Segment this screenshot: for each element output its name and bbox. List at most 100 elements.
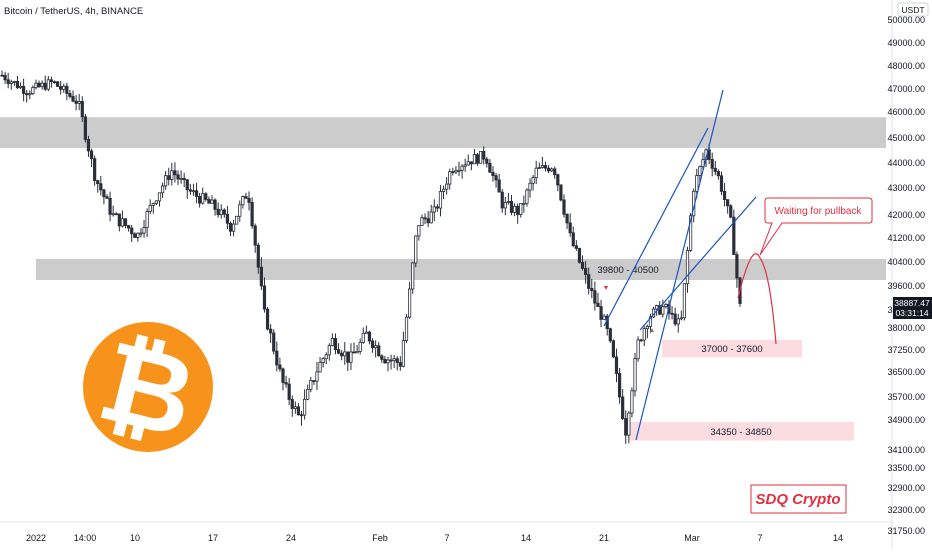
candle-body <box>281 368 285 383</box>
x-tick-label: 17 <box>208 533 218 543</box>
candle-body <box>509 200 514 213</box>
candle-body <box>318 362 322 373</box>
candle-body <box>374 345 378 349</box>
candle-body <box>65 85 69 94</box>
candle-body <box>688 215 693 251</box>
candle-body <box>710 159 714 169</box>
x-axis[interactable]: 2022 14:00 10 17 24 Feb 7 14 21 Mar 7 14 <box>26 533 843 543</box>
candle-body <box>377 345 381 357</box>
candle-body <box>37 82 41 88</box>
price-zone <box>630 421 854 441</box>
candle-body <box>580 261 585 269</box>
candle-body <box>392 358 396 361</box>
currency-badge[interactable] <box>897 2 929 17</box>
candle-body <box>0 74 4 77</box>
candle-body <box>655 305 659 310</box>
price-tag-countdown: 03:31:14 <box>895 308 928 318</box>
price-zone-label: 37000 - 37600 <box>701 344 762 355</box>
candle-body <box>142 227 146 234</box>
candle-body <box>111 213 115 216</box>
price-zone-label: 34350 - 34850 <box>710 427 771 438</box>
candle-body <box>435 206 439 209</box>
y-axis[interactable]: 50000.00 49000.00 48000.00 47000.00 46000.00… <box>887 15 925 536</box>
candle-body <box>77 101 81 104</box>
candle-body <box>537 167 541 169</box>
candle-body <box>648 316 653 327</box>
candle-body <box>117 213 121 227</box>
candle-body <box>272 332 276 352</box>
candle-body <box>479 150 483 164</box>
candle-body <box>713 167 717 172</box>
x-tick-label: 7 <box>757 533 762 543</box>
candle-body <box>636 339 640 360</box>
y-tick-label: 32300.00 <box>887 505 925 515</box>
candle-body <box>86 139 91 152</box>
candle-body <box>176 174 180 180</box>
x-tick-label: 24 <box>286 533 296 543</box>
candle-body <box>695 175 699 192</box>
candle-body <box>571 232 575 247</box>
candle-body <box>445 183 449 190</box>
candle-body <box>457 169 461 172</box>
signal-down-marker <box>604 286 608 290</box>
candle-body <box>136 232 140 238</box>
y-tick-label: 40400.00 <box>887 257 925 267</box>
candle-body <box>361 332 365 343</box>
candle-body <box>256 244 260 268</box>
candle-body <box>40 82 44 88</box>
x-tick-label: Feb <box>372 533 388 543</box>
candle-body <box>506 200 511 203</box>
candle-body <box>364 331 368 334</box>
candle-body <box>466 161 470 166</box>
candle-body <box>194 190 199 197</box>
candle-body <box>55 81 60 87</box>
candle-body <box>726 199 730 207</box>
candle-body <box>682 283 687 319</box>
y-tick-label: 45000.00 <box>887 133 925 143</box>
candle-body <box>516 205 520 215</box>
candle-body <box>429 211 433 224</box>
candle-body <box>213 199 217 210</box>
candle-body <box>550 168 554 172</box>
candle-body <box>219 209 223 216</box>
candle-body <box>568 222 572 234</box>
candle-body <box>315 371 319 382</box>
candle-body <box>154 200 158 204</box>
candle-body <box>719 175 724 192</box>
candle-body <box>290 399 294 409</box>
candle-body <box>99 183 103 191</box>
price-zone <box>0 117 886 148</box>
candle-body <box>645 326 649 330</box>
watermark-text: SDQ Crypto <box>755 491 840 508</box>
candle-body <box>148 205 152 212</box>
y-tick-label: 50000.00 <box>887 15 925 25</box>
candle-body <box>312 380 316 382</box>
candle-body <box>633 358 637 392</box>
candle-body <box>71 96 75 102</box>
candle-body <box>185 179 189 191</box>
candle-body <box>188 189 192 192</box>
y-tick-label: 32900.00 <box>887 483 925 493</box>
candle-body <box>160 185 165 194</box>
candle-body <box>664 304 668 307</box>
candle-body <box>6 79 10 84</box>
price-zone <box>662 339 802 358</box>
candle-body <box>324 354 328 360</box>
candle-body <box>238 204 242 217</box>
candle-body <box>170 170 174 180</box>
candle-body <box>685 249 690 285</box>
candle-body <box>565 213 569 224</box>
candle-body <box>611 340 615 358</box>
candle-body <box>333 338 338 350</box>
candle-body <box>367 331 372 342</box>
candle-body <box>244 196 248 199</box>
candle-body <box>519 203 523 215</box>
candle-body <box>269 328 273 334</box>
candle-body <box>321 358 325 363</box>
candle-body <box>642 328 646 341</box>
price-zone-label: 39800 - 40500 <box>597 265 658 276</box>
candle-body <box>553 168 557 176</box>
candle-body <box>346 351 350 363</box>
candle-body <box>593 290 597 304</box>
